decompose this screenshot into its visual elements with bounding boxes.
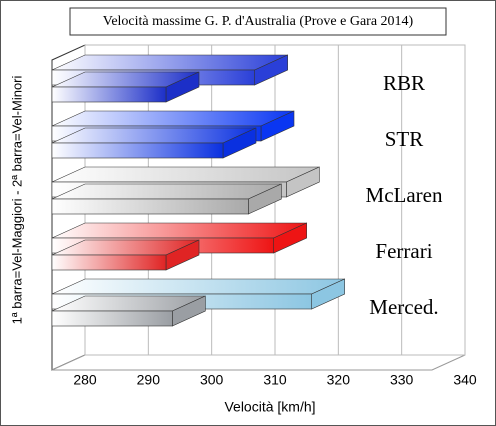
bar-top <box>51 278 345 295</box>
x-tick-label: 340 <box>453 372 477 388</box>
x-tick-label: 330 <box>390 372 414 388</box>
bar <box>51 142 224 159</box>
y-axis-label: 1ª barra=Vel-Maggiori - 2ª barra=Vel-Min… <box>9 75 24 324</box>
bar <box>51 310 173 327</box>
bar-top <box>51 54 288 71</box>
floor <box>51 354 466 371</box>
category-label: Merced. <box>369 295 438 319</box>
bar-top <box>51 222 307 239</box>
bar-top <box>51 127 257 144</box>
category-label: RBR <box>383 71 425 95</box>
x-axis-label: Velocità [km/h] <box>224 399 315 415</box>
bar <box>51 254 167 271</box>
title-box <box>69 7 447 36</box>
x-tick-label: 290 <box>137 372 161 388</box>
category-label: STR <box>385 127 424 151</box>
category-label: McLaren <box>366 183 443 207</box>
x-tick-label: 280 <box>73 372 97 388</box>
chart-title: Velocità massime G. P. d'Australia (Prov… <box>103 14 414 29</box>
category-label: Ferrari <box>375 239 432 263</box>
x-tick-label: 310 <box>263 372 287 388</box>
bar-top <box>51 110 295 127</box>
bar <box>51 198 249 215</box>
bar-top <box>51 183 282 200</box>
x-tick-label: 300 <box>200 372 224 388</box>
bar-top <box>51 166 320 183</box>
x-tick-label: 320 <box>327 372 351 388</box>
bar <box>51 86 167 103</box>
